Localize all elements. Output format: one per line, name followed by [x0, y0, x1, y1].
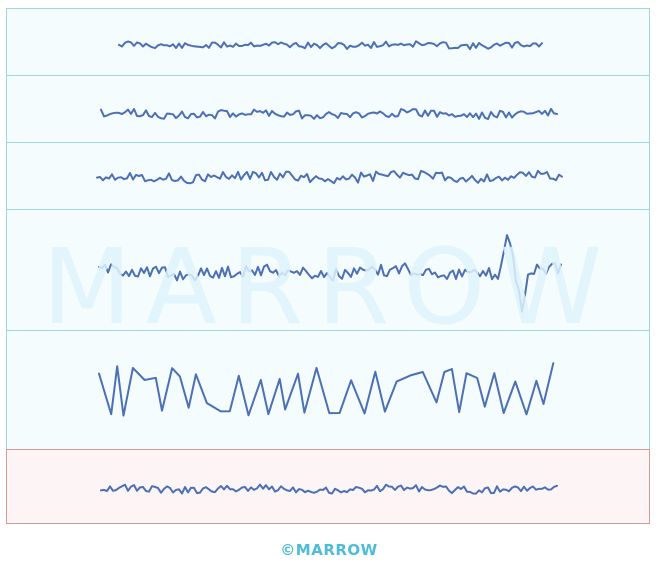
trace-row-6 [6, 449, 650, 524]
waveform-trace-5 [98, 362, 555, 417]
brand-name: MARROW [295, 541, 378, 559]
waveform-trace-3 [96, 169, 563, 185]
trace-row-5 [6, 330, 650, 450]
copyright-icon: © [280, 541, 296, 559]
trace-row-4 [6, 209, 650, 331]
waveform-trace-6 [100, 483, 558, 495]
waveform-trace-4 [98, 234, 562, 313]
trace-row-1 [6, 8, 650, 76]
trace-row-2 [6, 75, 650, 143]
trace-panel [6, 8, 652, 524]
footer-brand: ©MARROW [0, 541, 658, 559]
waveform-trace-2 [100, 107, 558, 121]
trace-row-3 [6, 142, 650, 210]
waveform-trace-1 [118, 40, 543, 51]
